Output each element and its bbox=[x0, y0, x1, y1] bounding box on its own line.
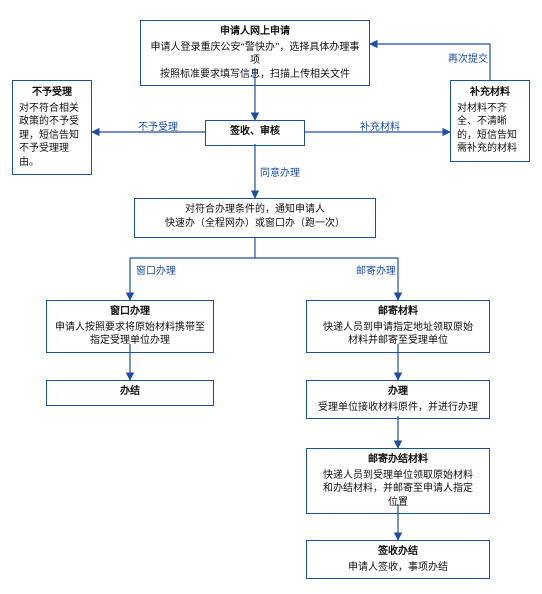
node-reject-body: 对不符合相关政策的不予受理，短信告知不予受理理由。 bbox=[19, 102, 85, 170]
node-review-title: 签收、审核 bbox=[211, 125, 299, 139]
node-signoff-title: 签收办结 bbox=[312, 545, 484, 559]
node-notify-body: 对符合办理条件的，通知申请人快速办（全程网办）或窗口办（跑一次） bbox=[140, 203, 370, 230]
edge-label-e9: 邮寄办理 bbox=[356, 262, 396, 277]
node-process-body: 受理单位接收材料原件，并进行办理 bbox=[312, 401, 484, 415]
node-review: 签收、审核 bbox=[205, 120, 305, 146]
node-mail-result: 邮寄办结材料 快递人员到受理单位领取原始材料和办结材料，并邮寄至申请人指定位置 bbox=[306, 448, 490, 514]
node-mail-result-title: 邮寄办结材料 bbox=[312, 453, 484, 467]
edge-label-e5: 同意办理 bbox=[260, 164, 300, 179]
node-signoff: 签收办结 申请人签收，事项办结 bbox=[306, 540, 490, 579]
edge-label-e8: 窗口办理 bbox=[136, 262, 176, 277]
node-mail: 邮寄材料 快递人员到申请指定地址领取原始材料并邮寄至受理单位 bbox=[306, 300, 490, 353]
node-window-process-title: 窗口办理 bbox=[52, 305, 208, 319]
node-apply-body: 申请人登录重庆公安“警快办”，选择具体办理事项按照标准要求填写信息，扫描上传相关… bbox=[146, 41, 364, 82]
node-reject-title: 不予受理 bbox=[19, 86, 85, 100]
node-supplement: 补充材料 对材料不齐全、不清晰的，短信告知需补充的材料 bbox=[450, 80, 530, 162]
node-supplement-title: 补充材料 bbox=[457, 86, 523, 100]
node-process-title: 办理 bbox=[312, 385, 484, 399]
node-finish-left-title: 办结 bbox=[52, 385, 208, 399]
node-apply: 申请人网上申请 申请人登录重庆公安“警快办”，选择具体办理事项按照标准要求填写信… bbox=[140, 20, 370, 86]
node-window-process-body: 申请人按照要求将原始材料携带至指定受理单位办理 bbox=[52, 321, 208, 348]
node-mail-body: 快递人员到申请指定地址领取原始材料并邮寄至受理单位 bbox=[312, 321, 484, 348]
node-mail-result-body: 快递人员到受理单位领取原始材料和办结材料，并邮寄至申请人指定位置 bbox=[312, 469, 484, 510]
node-signoff-body: 申请人签收，事项办结 bbox=[312, 561, 484, 575]
node-window-process: 窗口办理 申请人按照要求将原始材料携带至指定受理单位办理 bbox=[46, 300, 214, 353]
node-reject: 不予受理 对不符合相关政策的不予受理，短信告知不予受理理由。 bbox=[12, 80, 92, 175]
node-mail-title: 邮寄材料 bbox=[312, 305, 484, 319]
node-finish-left: 办结 bbox=[46, 380, 214, 406]
node-apply-title: 申请人网上申请 bbox=[146, 25, 364, 39]
edge-label-e2: 不予受理 bbox=[138, 118, 178, 133]
node-process: 办理 受理单位接收材料原件，并进行办理 bbox=[306, 380, 490, 419]
edge-label-e4: 再次提交 bbox=[448, 50, 488, 65]
edge-label-e3: 补充材料 bbox=[360, 118, 400, 133]
node-notify: 对符合办理条件的，通知申请人快速办（全程网办）或窗口办（跑一次） bbox=[134, 198, 376, 238]
node-supplement-body: 对材料不齐全、不清晰的，短信告知需补充的材料 bbox=[457, 102, 523, 156]
